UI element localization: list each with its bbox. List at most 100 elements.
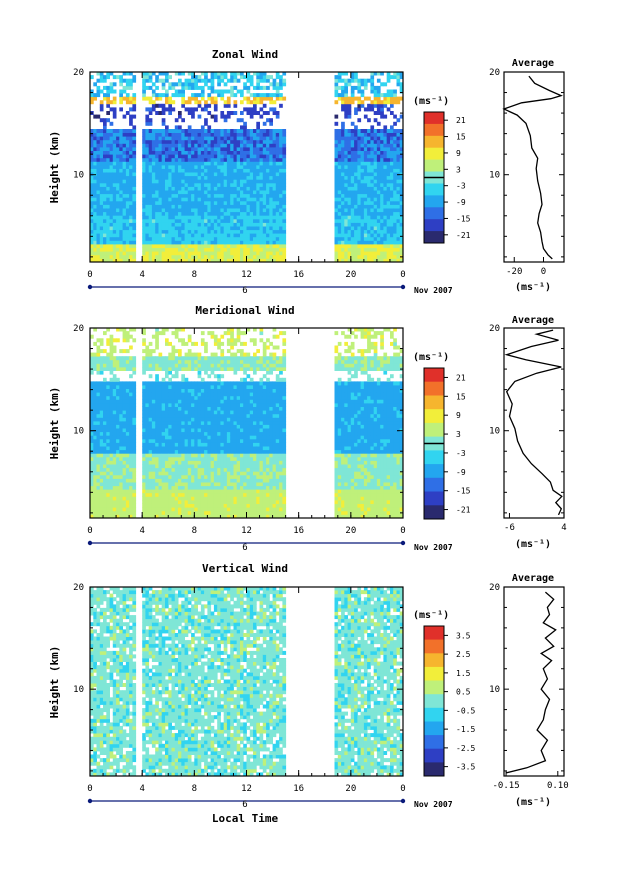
field-cell — [256, 215, 260, 220]
field-cell — [90, 385, 94, 389]
field-cell — [334, 222, 339, 227]
field-cell — [142, 485, 146, 490]
field-cell — [142, 478, 146, 483]
field-cell — [161, 482, 166, 487]
field-cell — [383, 197, 388, 202]
field-cell — [373, 218, 378, 223]
field-cell — [96, 413, 101, 418]
field-cell — [243, 244, 247, 248]
field-cell — [155, 435, 159, 440]
field-cell — [399, 161, 404, 166]
field-cell — [217, 89, 221, 94]
field-cell — [187, 190, 192, 195]
field-cell — [119, 93, 123, 98]
field-cell — [171, 496, 176, 501]
field-cell — [99, 200, 104, 205]
field-cell — [132, 150, 137, 155]
field-cell — [393, 132, 397, 137]
field-cell — [256, 204, 260, 209]
field-cell — [376, 107, 381, 112]
field-cell — [240, 240, 244, 245]
profile-unit: (ms⁻¹) — [515, 282, 551, 293]
field-cell — [181, 211, 185, 216]
field-cell — [155, 500, 159, 504]
field-cell — [171, 399, 176, 404]
field-cell — [119, 244, 123, 248]
field-cell — [269, 204, 273, 209]
field-cell — [344, 215, 348, 220]
field-cell — [262, 93, 267, 98]
field-cell — [354, 182, 358, 187]
field-cell — [129, 428, 133, 433]
field-cell — [363, 226, 368, 231]
field-cell — [171, 233, 176, 238]
field-cell — [161, 377, 166, 382]
field-cell — [380, 254, 384, 259]
field-cell — [125, 78, 130, 83]
field-cell — [363, 222, 368, 227]
field-cell — [367, 175, 371, 180]
field-cell — [161, 103, 166, 108]
field-cell — [165, 356, 169, 361]
field-cell — [90, 182, 94, 187]
field-cell — [226, 103, 231, 108]
field-cell — [178, 129, 182, 133]
field-cell — [155, 485, 159, 490]
field-cell — [233, 251, 238, 256]
field-cell — [122, 399, 127, 404]
field-cell — [390, 168, 394, 173]
field-cell — [269, 129, 273, 133]
field-cell — [184, 507, 189, 512]
field-cell — [266, 197, 270, 202]
field-cell — [112, 182, 117, 187]
field-cell — [259, 161, 264, 166]
field-cell — [109, 222, 114, 227]
field-cell — [269, 143, 273, 148]
field-cell — [171, 139, 176, 144]
field-cell — [142, 71, 146, 76]
field-cell — [380, 236, 384, 241]
field-cell — [129, 413, 133, 418]
field-cell — [360, 139, 365, 144]
field-cell — [132, 236, 137, 241]
field-cell — [109, 453, 114, 458]
field-cell — [354, 208, 358, 213]
field-cell — [184, 385, 189, 389]
field-cell — [168, 85, 172, 90]
field-cell — [376, 136, 381, 141]
field-cell — [178, 208, 182, 213]
field-cell — [210, 233, 215, 238]
field-cell — [243, 157, 247, 162]
field-cell — [151, 200, 156, 205]
field-cell — [184, 435, 189, 440]
field-cell — [386, 179, 391, 184]
field-cell — [142, 211, 146, 216]
field-cell — [240, 132, 244, 137]
field-cell — [96, 395, 101, 400]
field-cell — [393, 190, 397, 195]
field-cell — [119, 75, 123, 80]
field-cell — [168, 139, 172, 144]
field-cell — [116, 503, 120, 508]
field-cell — [181, 420, 185, 425]
field-cell — [161, 197, 166, 202]
field-cell — [119, 100, 123, 105]
field-cell — [226, 200, 231, 205]
field-cell — [383, 172, 388, 177]
field-cell — [129, 147, 133, 151]
field-cell — [125, 229, 130, 234]
field-cell — [223, 164, 228, 169]
field-cell — [249, 147, 254, 151]
field-cell — [171, 161, 176, 166]
field-cell — [103, 399, 107, 404]
field-cell — [383, 222, 388, 227]
field-cell — [145, 118, 150, 123]
field-cell — [191, 233, 195, 238]
field-cell — [256, 85, 260, 90]
field-cell — [155, 478, 159, 483]
field-cell — [282, 82, 287, 87]
field-cell — [266, 254, 270, 259]
field-cell — [178, 492, 182, 497]
field-cell — [243, 143, 247, 148]
field-cell — [357, 193, 362, 198]
